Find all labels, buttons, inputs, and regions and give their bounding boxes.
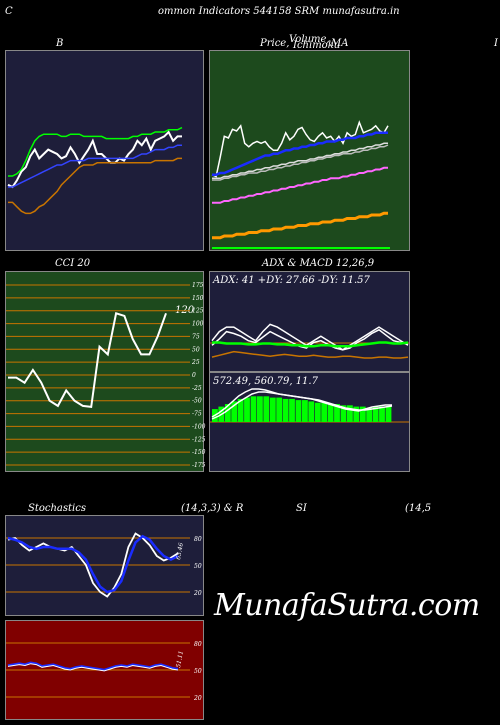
macd-histogram-bar	[244, 397, 250, 422]
watermark: MunafaSutra.com	[214, 588, 480, 623]
cci-tick-label: -150	[192, 449, 206, 456]
bollinger-lower-line	[8, 157, 182, 215]
ma-label: MA	[331, 38, 349, 49]
macd-histogram-bar	[385, 406, 392, 422]
macd-histogram-bar	[314, 402, 321, 422]
cci-tick-label: 150	[192, 295, 204, 302]
cci-tick-label: 0	[192, 372, 196, 379]
cci-label: CCI 20	[55, 258, 91, 269]
page-title: ommon Indicators 544158 SRM munafasutra.…	[158, 6, 400, 17]
price_ma-ma-blue-line	[212, 131, 388, 177]
adx-minus-di-line	[211, 350, 409, 359]
cci-tick-label: 125	[192, 308, 204, 315]
stochastics-value-label: 63.46	[175, 542, 185, 560]
cci-tick-label: -100	[192, 423, 206, 430]
adx-adx-line	[211, 323, 409, 351]
stochastics-tick-label: 80	[194, 536, 202, 543]
macd-signal-line	[211, 391, 393, 420]
macd-histogram-bar	[224, 404, 231, 422]
macd-histogram-bar	[359, 406, 366, 422]
rsi-value-label: 51.11	[175, 650, 185, 668]
price_ma-ma-white-2-line	[212, 144, 389, 181]
macd-histogram-bar	[295, 400, 302, 422]
rsi-tick-label: 20	[193, 695, 202, 702]
bollinger-label: B	[56, 38, 64, 49]
macd-histogram-bar	[231, 401, 238, 422]
cci-tick-label: -75	[192, 411, 202, 418]
macd-histogram-bar	[302, 400, 308, 422]
stochastics-d-line	[7, 534, 179, 594]
price_ma-ma-magenta-line	[212, 166, 388, 204]
macd-histogram-bar	[263, 396, 270, 422]
cci-cci-line	[8, 312, 167, 409]
rsi-label: SI	[296, 503, 307, 514]
rsi-tick-label: 80	[194, 641, 202, 648]
adx-macd-label: ADX & MACD 12,26,9	[262, 258, 375, 269]
ichimoku-label: Ichimoku	[293, 40, 341, 51]
adx-readout: ADX: 41 +DY: 27.66 -DY: 11.57	[213, 275, 370, 286]
cci-tick-label: 75	[192, 333, 200, 340]
macd-histogram-bar	[308, 401, 315, 422]
price_ma-ma-orange-line	[212, 211, 388, 240]
macd-histogram-bar	[282, 398, 289, 422]
cci-tick-label: 50	[192, 346, 200, 353]
cci-tick-label: 100	[192, 321, 204, 328]
rsi-tick-label: 50	[194, 668, 202, 675]
bollinger-upper-line	[8, 126, 183, 177]
stochastics-params: (14,3,3) & R	[181, 503, 244, 514]
header-letter: C	[5, 6, 13, 17]
bollinger-price-line	[7, 130, 182, 189]
macd-readout: 572.49, 560.79, 11.7	[213, 376, 318, 387]
macd-histogram-bar	[269, 397, 276, 422]
cci-tick-label: -125	[192, 436, 206, 443]
macd-histogram-bar	[379, 406, 385, 422]
bollinger-panel	[5, 50, 204, 251]
volume-label: Volume,	[289, 34, 330, 45]
macd-histogram-bar	[347, 405, 353, 422]
cci-tick-label: 25	[191, 359, 200, 366]
macd-histogram-bar	[250, 396, 257, 422]
macd-histogram-bar	[334, 404, 340, 422]
macd-histogram-bar	[321, 402, 328, 422]
adx-trend-line	[212, 341, 409, 348]
price_ma-ma-white-1-line	[212, 142, 388, 180]
rsi-rsi-line	[7, 661, 179, 672]
stochastics-tick-label: 50	[194, 563, 202, 570]
cci-tick-label: -50	[192, 398, 202, 405]
stochastics-k-line	[7, 532, 179, 598]
cci-tick-label: -175	[192, 462, 206, 469]
macd-histogram-bar	[276, 397, 283, 422]
cci-tick-label: 175	[192, 282, 204, 289]
stochastics-label: Stochastics	[28, 503, 86, 514]
macd-histogram-bar	[257, 396, 263, 422]
macd-histogram-bar	[353, 406, 360, 422]
macd-histogram-bar	[366, 407, 373, 422]
price_ma-price-line	[211, 120, 389, 178]
price-label: Price,	[260, 38, 290, 49]
cci-tick-label: -25	[192, 385, 202, 392]
price-ma-panel	[209, 50, 410, 251]
price-right-clip-label: I	[494, 38, 498, 49]
stochastics-tick-label: 20	[193, 590, 202, 597]
cci-panel	[5, 271, 204, 472]
bollinger-middle-line	[8, 144, 182, 188]
macd-histogram-bar	[289, 398, 295, 422]
macd-histogram-bar	[237, 398, 244, 422]
macd-histogram-bar	[372, 406, 379, 422]
macd-histogram-bar	[327, 404, 334, 422]
rsi-rsi-white-line	[7, 663, 179, 672]
rsi-params: (14,5	[405, 503, 432, 514]
macd-histogram-bar	[340, 405, 347, 422]
